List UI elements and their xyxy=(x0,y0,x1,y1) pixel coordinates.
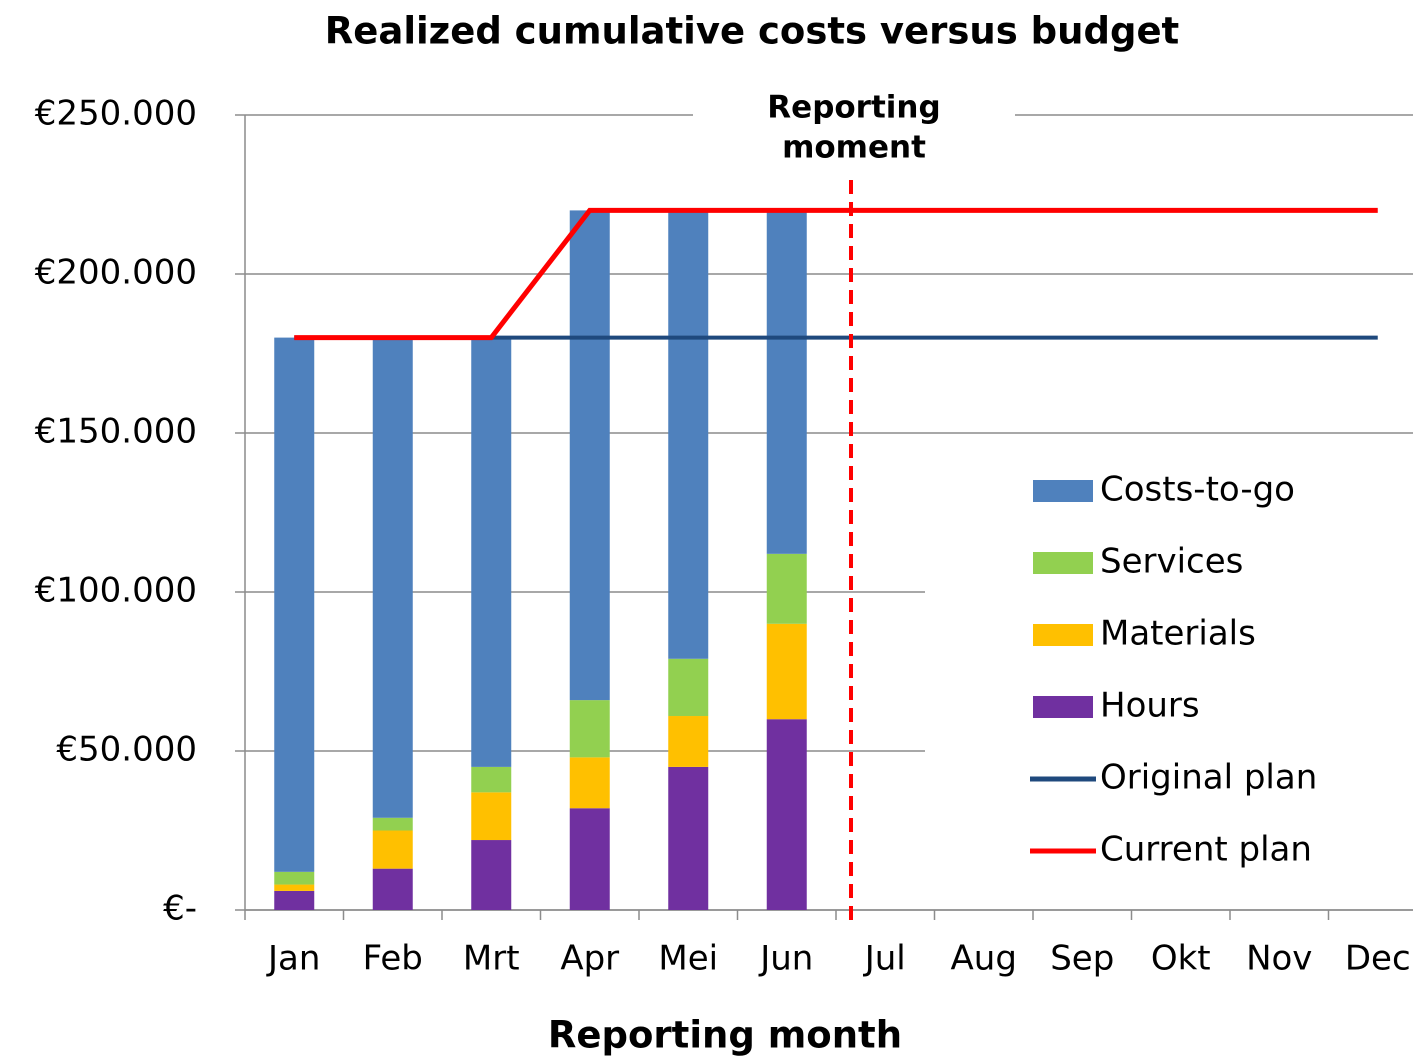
bar-segment xyxy=(274,337,315,872)
bar-segment xyxy=(668,766,709,910)
bar-segment xyxy=(471,840,512,910)
x-tick-label: Aug xyxy=(951,939,1017,979)
x-tick-label: Feb xyxy=(363,939,423,979)
bar-segment xyxy=(471,337,512,767)
y-tick-label: €50.000 xyxy=(56,730,197,770)
x-tick-label: Mei xyxy=(658,939,718,979)
bar-segment xyxy=(569,210,610,701)
y-tick-label: €250.000 xyxy=(35,94,197,134)
bar-segment xyxy=(668,658,709,717)
annotation-bg xyxy=(693,95,1015,175)
x-tick-label: Jun xyxy=(758,939,813,979)
annotation-text: moment xyxy=(782,130,926,166)
bar-segment xyxy=(274,871,315,885)
x-tick-label: Okt xyxy=(1151,939,1211,979)
bar-segment xyxy=(766,553,807,624)
x-tick-label: Apr xyxy=(560,939,619,979)
x-tick-label: Dec xyxy=(1345,939,1411,979)
x-tick-label: Sep xyxy=(1050,939,1114,979)
bar-segment xyxy=(569,808,610,910)
x-tick-label: Jul xyxy=(863,939,906,979)
x-tick-label: Nov xyxy=(1246,939,1312,979)
legend-label: Services xyxy=(1100,542,1243,582)
chart-title: Realized cumulative costs versus budget xyxy=(325,10,1179,53)
bar-segment xyxy=(471,766,512,793)
bar-segment xyxy=(668,210,709,659)
legend-label: Original plan xyxy=(1100,758,1317,798)
bar-segment xyxy=(766,719,807,910)
legend-swatch xyxy=(1033,552,1093,574)
bar-segment xyxy=(372,817,413,831)
x-axis-title: Reporting month xyxy=(548,1014,902,1057)
legend-label: Materials xyxy=(1100,614,1256,654)
plan-line xyxy=(294,207,1378,341)
x-tick-label: Mrt xyxy=(463,939,520,979)
y-tick-label: €150.000 xyxy=(35,412,197,452)
legend-swatch xyxy=(1033,624,1093,646)
bar-segment xyxy=(766,210,807,554)
annotation-text: Reporting xyxy=(767,90,940,126)
legend-swatch xyxy=(1033,696,1093,718)
bar-segment xyxy=(766,623,807,720)
y-tick-label: €100.000 xyxy=(35,571,197,611)
bar-segment xyxy=(274,890,315,910)
legend-label: Current plan xyxy=(1100,830,1312,870)
legend-label: Costs-to-go xyxy=(1100,470,1295,510)
bar-segment xyxy=(274,884,315,891)
bar-segment xyxy=(569,757,610,809)
bar-segment xyxy=(372,337,413,818)
legend-label: Hours xyxy=(1100,686,1200,726)
x-tick-label: Jan xyxy=(266,939,320,979)
y-tick-label: €- xyxy=(163,889,197,929)
legend-bg xyxy=(925,455,1413,885)
bar-segment xyxy=(668,716,709,767)
bar-segment xyxy=(372,868,413,910)
bar-segment xyxy=(569,700,610,758)
legend-swatch xyxy=(1033,480,1093,502)
bar-segment xyxy=(471,792,512,841)
y-tick-label: €200.000 xyxy=(35,253,197,293)
bar-segment xyxy=(372,830,413,869)
